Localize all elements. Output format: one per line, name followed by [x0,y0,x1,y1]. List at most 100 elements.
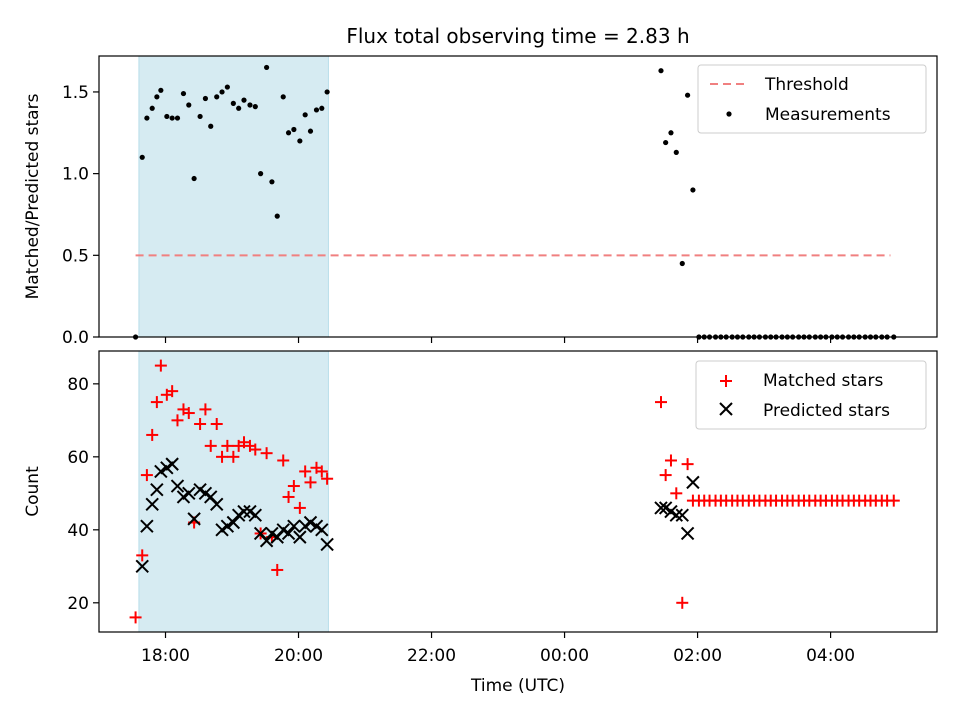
predicted-star-marker [259,534,274,548]
measurement-point [241,97,247,103]
measurement-point [264,64,270,71]
legend-matched-marker [720,375,732,387]
matched-star-marker [154,359,167,372]
predicted-star-marker [135,559,149,574]
predicted-star-marker [226,515,241,530]
legend-threshold-label: Threshold [764,75,849,95]
predicted-star-marker [154,464,168,479]
predicted-star-marker [293,530,307,544]
measurement-point [169,115,175,121]
matched-star-marker [260,447,273,460]
measurement-point [174,115,181,121]
measurement-point [679,260,685,267]
count-ytick-label: 80 [67,375,89,395]
measurement-point [690,187,696,193]
predicted-star-marker [680,526,695,541]
ratio-axes-frame [98,55,938,338]
predicted-star-marker [248,508,263,522]
matched-star-marker [315,465,328,478]
measurement-point [291,126,297,133]
matched-star-marker [146,428,159,441]
matched-star-marker [136,549,149,562]
chart-title: Flux total observing time = 2.83 h [346,24,689,48]
measurement-point [139,154,145,160]
measurement-point [302,112,308,118]
measurement-point [164,113,170,120]
measurement-point [319,105,325,111]
predicted-star-marker [320,537,334,552]
measurement-point [158,87,164,93]
count-xtick-label: 02:00 [673,646,722,666]
legend-matched-label: Matched stars [763,371,883,391]
count-xtick-label: 18:00 [141,646,190,666]
matched-star-marker [293,501,306,514]
predicted-star-marker [669,508,683,522]
measurement-point [186,102,192,108]
legend-predicted-label: Predicted stars [763,401,890,421]
predicted-star-marker [303,515,318,530]
count-xtick-label: 00:00 [540,646,589,666]
measurement-point [252,104,258,110]
matched-star-marker [171,414,184,427]
measurement-point [258,171,264,177]
measurement-point [658,68,664,74]
measurement-point [307,128,314,134]
count-legend-box [695,360,927,430]
measurement-point [313,107,320,113]
measurement-point [202,95,209,102]
predicted-star-marker [170,479,185,493]
matched-star-marker [321,472,334,485]
matched-star-marker [277,454,290,467]
measurement-point [269,179,275,185]
measurement-point [180,90,187,97]
measurement-point [673,149,679,155]
matched-star-marker [204,439,217,452]
predicted-star-marker [237,504,251,519]
measurement-point [280,94,286,100]
ratio-ytick-label: 1.5 [62,83,89,103]
measurement-point [144,115,150,121]
predicted-star-marker [187,512,201,526]
count-ytick-label: 20 [67,594,89,614]
matched-star-marker [271,563,284,576]
count-xtick-label: 04:00 [806,646,855,666]
predicted-star-marker [281,526,296,541]
legend-predicted-marker [719,402,733,416]
measurement-point [191,175,197,182]
matched-star-marker [249,443,262,456]
predicted-star-marker [287,519,301,533]
predicted-star-marker [675,508,689,522]
predicted-star-marker [210,497,224,511]
matched-star-marker [221,439,234,452]
measurement-point [224,84,230,90]
matched-star-marker [194,417,207,430]
matched-star-marker [664,454,677,467]
matched-star-marker [681,458,694,471]
ratio-shaded-interval [138,55,329,338]
measurement-point [149,105,155,111]
measurement-point [230,100,236,106]
measurement-point [214,94,220,100]
matched-star-marker [670,487,683,500]
count-ytick-label: 40 [67,521,89,541]
measurement-point [154,94,160,100]
measurement-point [219,89,225,95]
matched-star-marker [150,396,163,409]
ratio-ytick-label: 0.0 [62,328,89,348]
matched-star-marker [287,480,300,493]
predicted-star-marker [654,501,668,515]
ratio-legend-box [697,64,927,134]
count-xtick-label: 20:00 [274,646,323,666]
predicted-star-marker [140,519,154,533]
measurement-point [208,123,214,129]
ratio-legend: Threshold Measurements [697,64,927,134]
predicted-star-marker [150,482,164,497]
legend-measurements-label: Measurements [765,105,891,125]
legend-measurements-marker [726,111,732,117]
predicted-star-marker [165,457,179,471]
matched-star-marker [304,476,317,489]
matched-star-marker [129,611,142,624]
measurement-point [236,105,242,111]
matched-star-marker [654,396,667,409]
